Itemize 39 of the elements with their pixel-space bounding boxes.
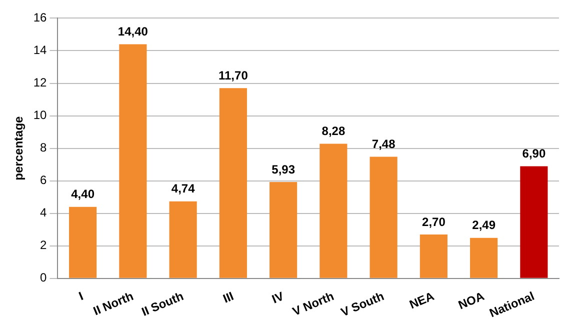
y-tick-label: 6 [40, 173, 48, 188]
data-label: 8,28 [322, 124, 346, 138]
bar [270, 182, 298, 278]
data-label: 11,70 [218, 68, 248, 82]
data-label: 4,74 [171, 182, 196, 196]
y-tick-label: 4 [40, 206, 48, 220]
x-tick-label: I [76, 288, 86, 304]
bar [370, 156, 398, 278]
y-tick-label: 0 [40, 270, 48, 285]
data-label: 5,93 [272, 162, 296, 176]
bar [169, 201, 197, 278]
y-tick-label: 2 [40, 238, 48, 252]
y-tick-label: 14 [33, 43, 48, 58]
bar [219, 88, 247, 278]
x-tick-label: NOA [456, 288, 487, 312]
y-tick-label: 12 [33, 76, 48, 90]
x-tick-label: IV [270, 288, 286, 306]
bar [420, 234, 448, 278]
data-label: 2,70 [422, 214, 446, 229]
x-tick-label: II North [91, 288, 136, 318]
bar [470, 238, 498, 278]
bar [119, 44, 147, 278]
bar [69, 206, 97, 278]
x-tick-label: NEA [407, 288, 436, 312]
data-label: 6,90 [522, 146, 546, 161]
x-tick-label: V North [290, 288, 336, 319]
x-tick-label: II South [140, 288, 186, 319]
bar [520, 166, 548, 278]
y-tick-label: 16 [33, 10, 48, 25]
bar [320, 144, 348, 278]
y-axis-title: percentage [12, 116, 26, 180]
data-label: 4,40 [71, 187, 95, 202]
data-label: 2,49 [472, 218, 496, 232]
data-label: 14,40 [118, 24, 148, 39]
y-tick-label: 10 [33, 108, 48, 122]
data-label: 7,48 [372, 137, 396, 152]
x-tick-label: V South [338, 288, 386, 320]
y-tick-label: 8 [40, 140, 48, 155]
x-tick-label: III [220, 288, 236, 306]
